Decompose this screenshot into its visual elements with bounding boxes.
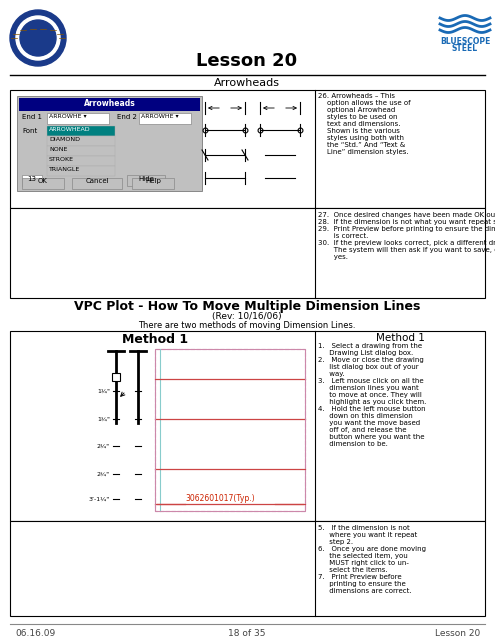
- Text: Arrowheads: Arrowheads: [214, 78, 280, 88]
- Text: Lesson 20: Lesson 20: [197, 52, 297, 70]
- Text: Method 1: Method 1: [376, 333, 424, 343]
- Text: Help: Help: [145, 178, 161, 184]
- Bar: [47, 113, 109, 124]
- Text: ARROWHE ▾: ARROWHE ▾: [49, 114, 87, 119]
- Bar: [10, 208, 485, 298]
- Text: Hide: Hide: [138, 176, 154, 182]
- Text: 3062601017(Typ.): 3062601017(Typ.): [185, 494, 255, 503]
- Bar: [155, 349, 305, 511]
- Bar: [139, 113, 191, 124]
- Bar: [19, 98, 200, 111]
- Text: Cancel: Cancel: [85, 178, 109, 184]
- Text: (Rev: 10/16/06): (Rev: 10/16/06): [212, 312, 282, 321]
- Text: 2¼": 2¼": [97, 444, 110, 449]
- Text: OK: OK: [38, 178, 48, 184]
- Bar: [155, 349, 305, 511]
- Bar: [72, 178, 122, 189]
- Bar: [17, 96, 202, 191]
- Bar: [127, 175, 165, 186]
- Text: 26. Arrowheads – This
    option allows the use of
    optional Arrowhead
    st: 26. Arrowheads – This option allows the …: [318, 93, 411, 155]
- Text: 2¾": 2¾": [97, 472, 110, 477]
- Text: 3’-1¼": 3’-1¼": [89, 497, 110, 502]
- Text: 1¾": 1¾": [97, 417, 110, 422]
- Bar: [47, 126, 115, 136]
- Bar: [132, 178, 174, 189]
- Text: DIAMOND: DIAMOND: [49, 137, 80, 142]
- Text: STROKE: STROKE: [49, 157, 74, 162]
- Text: BLUESCOPE: BLUESCOPE: [440, 37, 490, 46]
- Bar: [10, 90, 485, 208]
- Bar: [47, 156, 115, 166]
- Text: Lesson 20: Lesson 20: [435, 629, 480, 638]
- Circle shape: [20, 20, 56, 56]
- Text: There are two methods of moving Dimension Lines.: There are two methods of moving Dimensio…: [138, 321, 356, 330]
- Text: 5.   If the dimension is not
     where you want it repeat
     step 2.
6.   Onc: 5. If the dimension is not where you wan…: [318, 525, 426, 594]
- Text: Font: Font: [22, 128, 37, 134]
- Bar: [10, 521, 485, 616]
- Circle shape: [16, 16, 60, 60]
- Text: 18 of 35: 18 of 35: [228, 629, 266, 638]
- Bar: [47, 166, 115, 176]
- Text: STEEL: STEEL: [452, 44, 478, 53]
- Bar: [10, 331, 485, 521]
- Text: End 1: End 1: [22, 114, 42, 120]
- Text: 1.   Select a drawing from the
     Drawing List dialog box.
2.   Move or close : 1. Select a drawing from the Drawing Lis…: [318, 343, 426, 447]
- Text: ARROWHEAD: ARROWHEAD: [49, 127, 91, 132]
- Text: End 2: End 2: [117, 114, 137, 120]
- Text: 27.  Once desired changes have been made OK out.
28.  If the dimension is not wh: 27. Once desired changes have been made …: [318, 212, 495, 260]
- Bar: [112, 373, 120, 381]
- Text: 06.16.09: 06.16.09: [15, 629, 55, 638]
- Circle shape: [10, 10, 66, 66]
- Bar: [22, 175, 42, 186]
- Text: 13: 13: [28, 176, 37, 182]
- Text: ARROWHE ▾: ARROWHE ▾: [141, 114, 179, 119]
- Bar: [47, 136, 115, 146]
- Text: Method 1: Method 1: [122, 333, 188, 346]
- Text: TRIANGLE: TRIANGLE: [49, 167, 80, 172]
- Bar: [47, 146, 115, 156]
- Text: 1¼": 1¼": [97, 388, 110, 394]
- Text: NONE: NONE: [49, 147, 67, 152]
- Text: Arrowheads: Arrowheads: [84, 99, 135, 108]
- Bar: [22, 178, 64, 189]
- Text: VPC Plot - How To Move Multiple Dimension Lines: VPC Plot - How To Move Multiple Dimensio…: [74, 300, 420, 313]
